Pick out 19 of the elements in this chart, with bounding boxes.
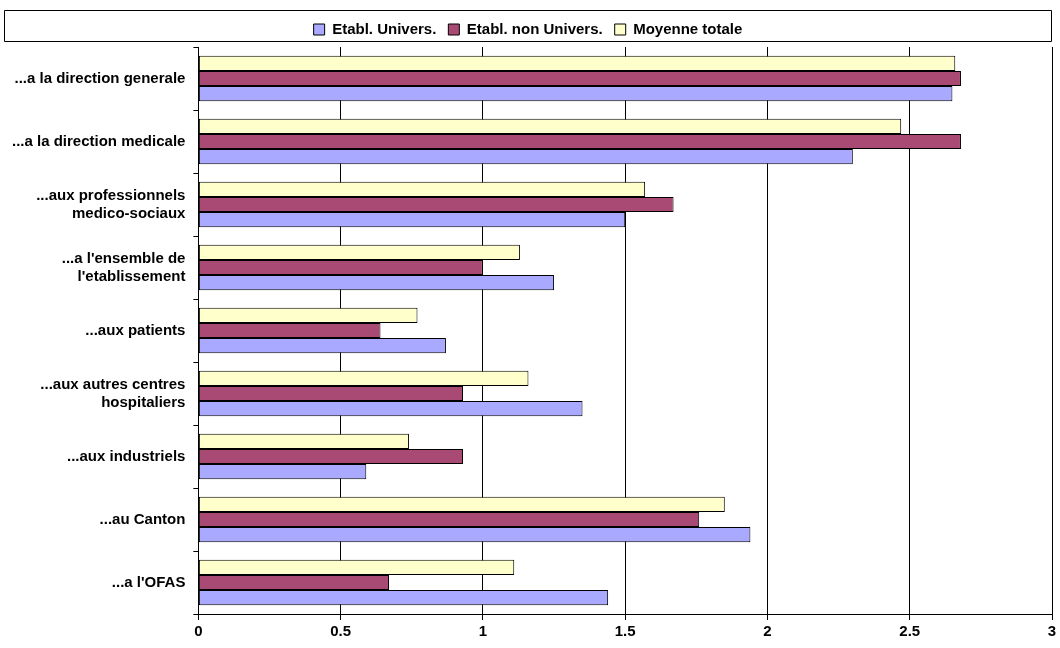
x-tick-label: 2.5: [899, 622, 921, 640]
y-tick-label: ...au Canton: [99, 509, 186, 527]
y-tick-label: ...a la direction generale: [14, 68, 186, 86]
y-tick-label: ...aux patients: [85, 320, 186, 338]
y-tick-label: ...aux professionnels medico-sociaux: [36, 185, 187, 221]
y-tick-label: ...a l'OFAS: [111, 572, 186, 590]
y-tick-label: ...aux autres centres hospitaliers: [40, 374, 186, 410]
legend-label: Moyenne totale: [633, 19, 743, 37]
x-tick-label: 1.5: [614, 622, 636, 640]
x-tick-label: 2: [763, 622, 772, 640]
y-tick-label: ...a l'ensemble de l'etablissement: [61, 248, 186, 284]
legend-label: Etabl. Univers.: [332, 19, 437, 37]
x-tick-label: 3: [1047, 622, 1057, 640]
legend-label: Etabl. non Univers.: [466, 19, 603, 37]
x-tick-label: 0: [194, 622, 203, 640]
y-tick-label: ...a la direction medicale: [11, 131, 186, 149]
y-tick-label: ...aux industriels: [67, 446, 186, 464]
x-tick-label: 0.5: [330, 622, 352, 640]
x-tick-label: 1: [478, 622, 488, 640]
